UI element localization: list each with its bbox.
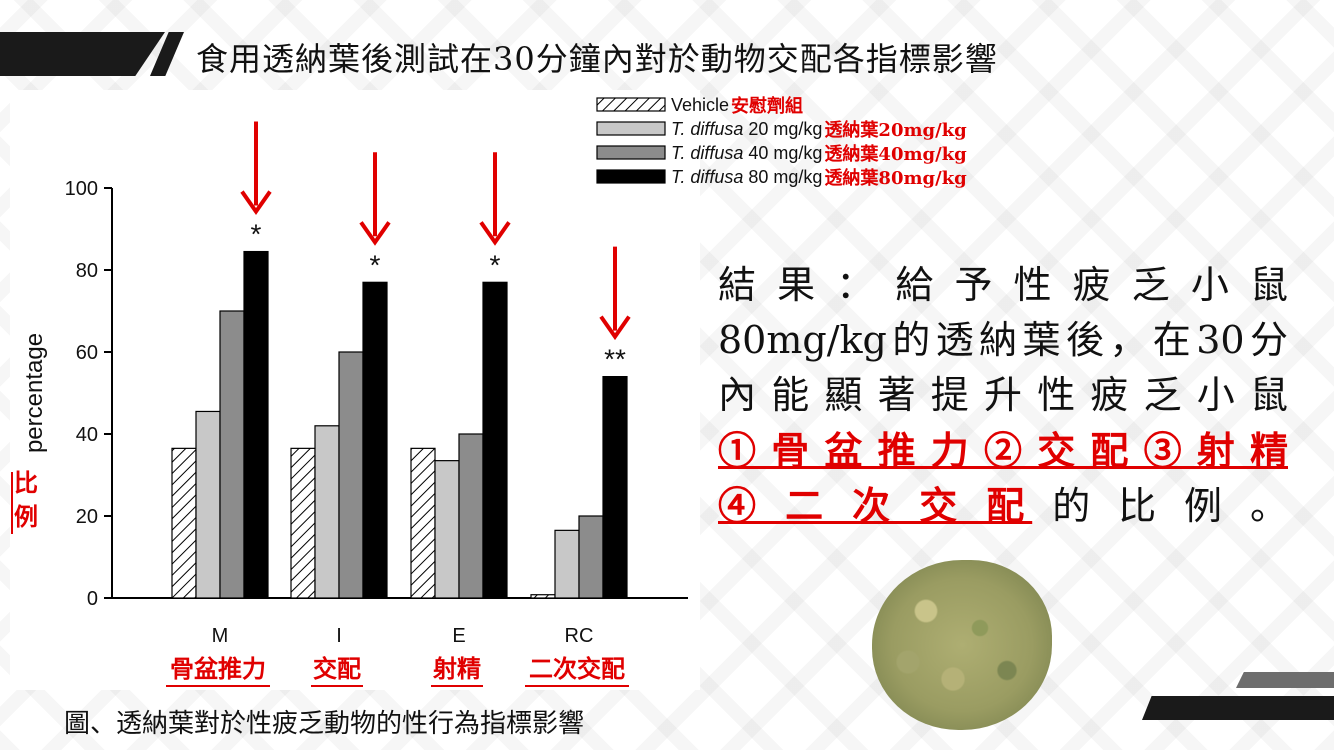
result-summary: 結果：給予性疲乏小鼠 80mg/kg的透納葉後，在30分 內能顯著提升性疲乏小鼠… (718, 258, 1288, 534)
y-tick-label: 20 (76, 506, 98, 528)
significance-marker: * (370, 249, 381, 280)
highlight-arrow-head (599, 315, 631, 341)
y-tick-label: 40 (76, 424, 98, 446)
significance-marker: * (490, 249, 501, 280)
x-tick-label: M (212, 625, 229, 647)
y-tick-label: 0 (87, 588, 98, 610)
bar-M-s2 (219, 310, 245, 599)
legend-swatch (596, 121, 666, 136)
bar-RC-s1 (554, 529, 580, 599)
legend-swatch (596, 169, 666, 184)
y-axis-label-cn-char: 例 (14, 504, 38, 531)
bar-E-s2 (458, 433, 484, 599)
legend-label-cn: 透納葉20mg/kg (824, 119, 967, 141)
legend-label: T. diffusa 40 mg/kg (671, 143, 822, 163)
bar-M-s3 (243, 250, 269, 599)
corner-decoration-black (1142, 696, 1334, 720)
bar-E-s0 (410, 447, 436, 599)
corner-decoration-grey (1236, 672, 1334, 688)
result-line-5-rest: 的 比 例 。 (1052, 484, 1288, 528)
highlight-arrow-head (240, 190, 272, 216)
bar-I-s0 (290, 447, 316, 599)
bar-E-s1 (434, 460, 460, 599)
bar-RC-s0 (530, 594, 556, 599)
bar-RC-s2 (578, 515, 604, 599)
bar-RC-s3 (602, 376, 628, 599)
x-tick-label: E (452, 625, 465, 647)
x-tick-label: RC (565, 625, 594, 647)
y-tick-label: 80 (76, 260, 98, 282)
legend-label: T. diffusa 80 mg/kg (671, 167, 822, 187)
result-line-2: 80mg/kg的透納葉後，在30分 (718, 318, 1288, 362)
legend-swatch (596, 145, 666, 160)
bar-E-s3 (482, 281, 508, 599)
highlight-arrow-head (479, 221, 511, 246)
legend-label-cn: 安慰劑組 (731, 95, 803, 117)
page-title: 食用透納葉後測試在30分鐘內對於動物交配各指標影響 (196, 40, 998, 78)
result-line-5-highlight: ④ 二 次 交 配 (718, 483, 1033, 528)
highlight-arrow-head (359, 221, 391, 246)
result-line-3: 內能顯著提升性疲乏小鼠 (718, 373, 1288, 417)
y-axis-label: percentage (21, 333, 48, 453)
legend-label-cn: 透納葉40mg/kg (824, 143, 967, 165)
x-tick-label-cn: 射精 (432, 656, 481, 683)
herb-photo (872, 560, 1052, 730)
bar-I-s1 (314, 425, 340, 599)
bar-M-s1 (195, 410, 221, 599)
result-line-4: ①骨盆推力②交配③射精 (718, 428, 1288, 473)
x-tick-label-cn: 交配 (313, 655, 361, 683)
legend-label-cn: 透納葉80mg/kg (824, 167, 967, 189)
bar-I-s3 (362, 281, 388, 599)
legend-label: T. diffusa 20 mg/kg (671, 119, 822, 139)
significance-marker: * (251, 219, 262, 250)
x-tick-label: I (336, 625, 342, 647)
result-line-5: ④ 二 次 交 配 的 比 例 。 (718, 478, 1288, 534)
y-tick-label: 100 (65, 178, 98, 200)
x-tick-label-cn: 二次交配 (529, 655, 625, 683)
title-bar-decoration (0, 32, 165, 76)
legend-label: Vehicle (671, 95, 729, 115)
figure-caption: 圖、透納葉對於性疲乏動物的性行為指標影響 (64, 709, 585, 739)
bar-I-s2 (338, 351, 364, 599)
y-axis-label-cn-char: 比 (14, 470, 38, 497)
y-tick-label: 60 (76, 342, 98, 364)
x-tick-label-cn: 骨盆推力 (170, 655, 266, 683)
bar-M-s0 (171, 447, 197, 599)
legend-swatch (596, 97, 666, 112)
significance-marker: ** (604, 344, 626, 375)
result-line-1: 結果：給予性疲乏小鼠 (718, 263, 1288, 307)
